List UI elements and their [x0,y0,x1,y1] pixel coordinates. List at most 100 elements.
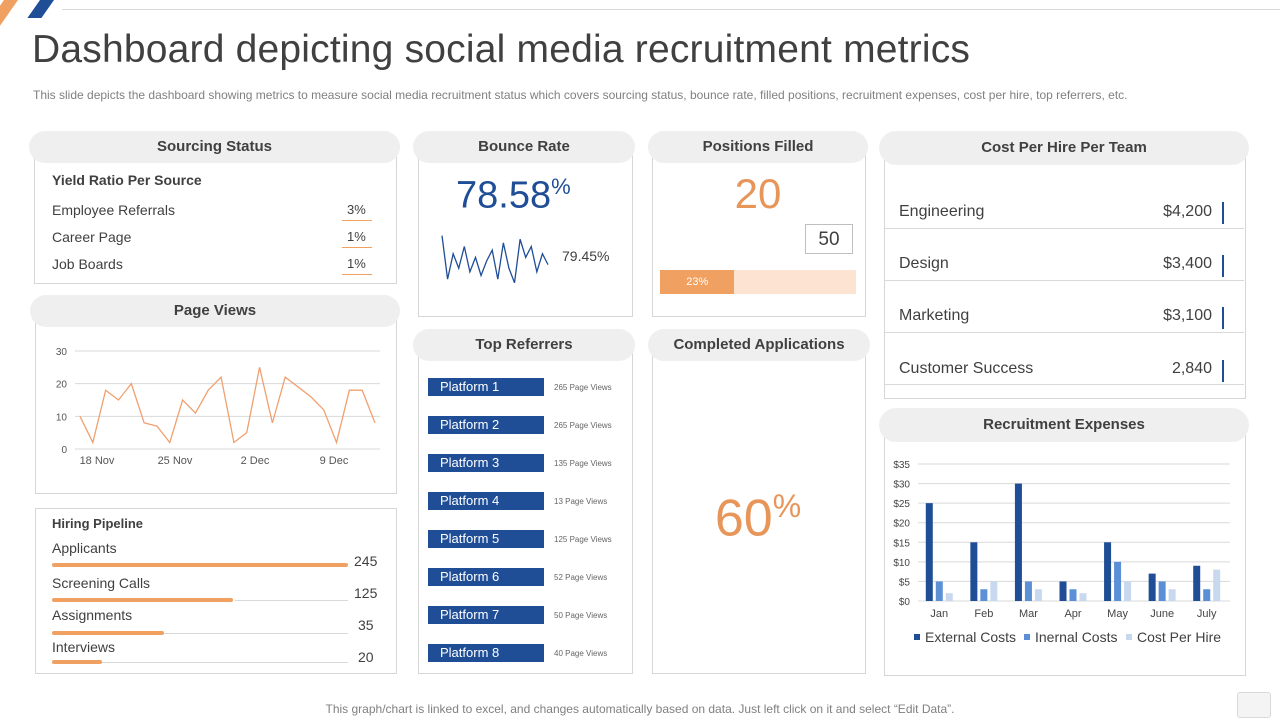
team-value-0: $4,200 [1163,203,1212,220]
bounce-heading: Bounce Rate [413,131,635,163]
pipeline-track-1 [235,600,348,601]
expenses-x-tick: June [1150,608,1174,620]
referrer-views-2: 265 Page Views [554,421,612,430]
pipeline-track-3 [102,662,348,663]
expenses-bar-inernal-costs [1024,581,1032,601]
expenses-x-tick: Jan [930,608,948,620]
page-views-y-tick: 10 [56,412,68,423]
pipeline-value-0: 245 [354,553,378,569]
referrer-platform-5[interactable]: Platform 5 [428,530,544,548]
completed-card [652,344,866,674]
referrer-views-4: 13 Page Views [554,497,608,506]
page-views-x-tick: 18 Nov [80,455,115,467]
expenses-chart: $0 $5 $10 $15 $20 $25 $30 $35 Jan Feb Mar Apr May Jun… [893,460,1230,645]
edit-data-icon[interactable] [1237,692,1271,718]
sourcing-card [34,146,397,284]
page-views-y-tick: 0 [61,445,67,456]
referrer-platform-3[interactable]: Platform 3 [428,454,544,472]
expenses-y-tick: $15 [893,538,910,549]
source-value-1: 1% [347,229,366,244]
expenses-bar-cost-per-hire [1034,589,1042,601]
completed-number: 60 [714,489,773,548]
team-value-2: $3,100 [1163,307,1212,324]
referrer-platform-6[interactable]: Platform 6 [428,568,544,586]
expenses-bar-external-costs [1193,565,1201,601]
team-name-3: Customer Success [899,360,1034,377]
referrer-platform-7[interactable]: Platform 7 [428,606,544,624]
expenses-y-tick: $0 [899,597,911,608]
team-value-1: $3,400 [1163,255,1212,272]
bounce-sparkline [441,235,549,283]
expenses-legend-label: Cost Per Hire [1137,629,1221,645]
bounce-sparkline-series [441,235,549,283]
yield-ratio-heading: Yield Ratio Per Source [52,172,202,188]
pipeline-label-2: Assignments [52,607,133,623]
pipeline-bar-2 [52,631,165,635]
source-label-0: Employee Referrals [52,202,175,218]
referrer-platform-8[interactable]: Platform 8 [428,644,544,662]
bounce-compare: 79.45% [562,248,610,264]
expenses-legend-swatch [1024,634,1030,640]
referrer-platform-2[interactable]: Platform 2 [428,416,544,434]
expenses-x-tick: Apr [1064,608,1081,620]
positions-progress-fill: 23% [660,270,735,294]
expenses-bar-inernal-costs [980,589,988,601]
page-views-x-tick: 9 Dec [320,455,349,467]
sourcing-heading: Sourcing Status [29,131,400,163]
team-name-2: Marketing [899,307,970,324]
referrer-views-5: 125 Page Views [554,535,612,544]
expenses-bar-external-costs [1104,542,1112,601]
top-divider [62,9,1280,10]
referrer-platform-1[interactable]: Platform 1 [428,378,544,396]
expenses-y-tick: $5 [899,577,911,588]
bounce-number: 78.58 [456,174,552,217]
team-divider-2 [884,332,1244,333]
pipeline-bar-1 [52,598,233,602]
positions-target-callout: 50 [805,224,853,254]
expenses-y-tick: $35 [893,460,910,471]
referrer-views-3: 135 Page Views [554,459,612,468]
page-views-x-tick: 2 Dec [241,455,270,467]
expenses-bar-external-costs [1014,483,1022,601]
team-name-0: Engineering [899,203,985,220]
pipeline-value-2: 35 [358,617,374,633]
pipeline-heading: Hiring Pipeline [52,516,144,531]
team-divider-0 [884,228,1244,229]
completed-unit: % [772,488,802,524]
source-underline-0 [342,220,372,221]
page-views-chart: 0 10 20 30 18 Nov 25 Nov 2 Dec 9 Dec [56,347,380,467]
pipeline-value-3: 20 [358,649,374,665]
team-marker-0 [1222,202,1224,224]
team-marker-1 [1222,255,1224,277]
expenses-bar-cost-per-hire [990,581,998,601]
team-divider-1 [884,280,1244,281]
expenses-y-tick: $10 [893,558,910,569]
expenses-legend-swatch [914,634,920,640]
page-title: Dashboard depicting social media recruit… [32,28,971,71]
page-views-card [35,310,397,494]
source-label-2: Job Boards [52,256,123,272]
expenses-bar-cost-per-hire [1124,581,1132,601]
expenses-legend-label: Inernal Costs [1035,629,1117,645]
expenses-y-tick: $20 [893,519,910,530]
expenses-x-tick: July [1197,608,1217,620]
expenses-bar-cost-per-hire [945,593,953,601]
completed-heading: Completed Applications [648,329,870,361]
expenses-x-tick: Mar [1019,608,1038,620]
logo-blue-stripe [27,0,54,18]
expenses-y-tick: $30 [893,480,910,491]
referrer-views-6: 52 Page Views [554,573,608,582]
cost-per-hire-card [884,150,1246,399]
pipeline-value-1: 125 [354,585,378,601]
expenses-bar-external-costs [1059,581,1067,601]
pipeline-label-1: Screening Calls [52,575,151,591]
page-views-series [79,367,376,445]
page-views-y-tick: 20 [56,380,68,391]
pipeline-label-3: Interviews [52,639,116,655]
source-underline-2 [342,274,372,275]
source-value-0: 3% [347,202,366,217]
expenses-x-tick: Feb [974,608,993,620]
referrer-platform-4[interactable]: Platform 4 [428,492,544,510]
referrer-views-7: 50 Page Views [554,611,608,620]
expenses-bar-external-costs [925,503,933,601]
